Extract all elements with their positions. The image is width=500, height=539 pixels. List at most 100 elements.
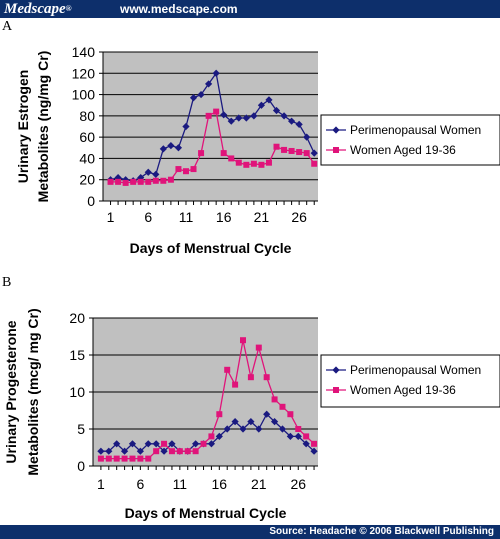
- y-tick-label: 0: [87, 193, 95, 209]
- data-point: [287, 117, 296, 125]
- x-tick-label: 21: [254, 209, 270, 225]
- data-point: [242, 114, 250, 122]
- y-tick-label: 120: [72, 65, 96, 81]
- data-point: [265, 159, 272, 166]
- data-point: [168, 448, 175, 455]
- data-point: [216, 411, 223, 418]
- data-point: [232, 381, 239, 388]
- data-point: [137, 178, 144, 185]
- data-point: [220, 150, 227, 157]
- data-point: [152, 170, 160, 178]
- data-point: [152, 177, 159, 184]
- y-tick-label: 10: [69, 384, 85, 400]
- data-point: [227, 117, 235, 125]
- data-point: [174, 144, 183, 152]
- data-point: [212, 69, 220, 77]
- medscape-header-bar: Medscape® www.medscape.com: [0, 0, 500, 18]
- data-point: [182, 122, 190, 131]
- data-point: [310, 447, 318, 455]
- data-point: [294, 432, 302, 440]
- y-tick-label: 40: [79, 150, 95, 166]
- y-axis-label: Urinary Progesterone: [3, 320, 19, 463]
- data-point: [152, 440, 160, 448]
- x-axis-label: Days of Menstrual Cycle: [125, 505, 287, 521]
- data-point: [105, 447, 113, 455]
- data-point: [113, 440, 121, 448]
- y-tick-label: 0: [77, 458, 85, 474]
- data-point: [240, 337, 246, 344]
- y-tick-label: 140: [72, 44, 96, 60]
- data-point: [153, 448, 160, 455]
- data-point: [235, 114, 243, 122]
- data-point: [113, 455, 120, 462]
- x-tick-label: 1: [97, 476, 105, 492]
- data-point: [223, 425, 231, 433]
- data-point: [189, 94, 198, 102]
- data-point: [130, 178, 137, 185]
- data-point: [97, 447, 105, 455]
- data-point: [159, 145, 167, 153]
- data-point: [198, 150, 205, 157]
- data-point: [137, 455, 144, 462]
- y-tick-label: 5: [77, 421, 85, 437]
- data-point: [250, 160, 257, 167]
- data-point: [280, 112, 288, 120]
- data-point: [192, 448, 199, 455]
- legend-marker: [333, 147, 339, 153]
- legend-marker: [333, 387, 339, 393]
- data-point: [105, 455, 112, 462]
- y-axis-label: Urinary Estrogen: [15, 70, 31, 184]
- x-tick-label: 26: [291, 209, 307, 225]
- x-tick-label: 11: [173, 476, 188, 492]
- data-point: [190, 166, 197, 173]
- data-point: [247, 374, 254, 381]
- x-tick-label: 16: [216, 209, 232, 225]
- data-point: [129, 455, 136, 462]
- data-point: [145, 455, 152, 462]
- data-point: [182, 168, 189, 175]
- legend-box: [320, 114, 500, 166]
- data-point: [272, 106, 281, 115]
- data-point: [255, 425, 263, 433]
- data-point: [311, 160, 318, 167]
- data-point: [224, 366, 231, 373]
- medscape-logo[interactable]: Medscape®: [4, 1, 72, 17]
- legend-label: Women Aged 19-36: [350, 383, 456, 397]
- data-point: [167, 176, 174, 183]
- data-point: [175, 166, 182, 173]
- data-point: [270, 418, 279, 426]
- legend-label: Perimenopausal Women: [350, 123, 481, 137]
- data-point: [257, 101, 266, 109]
- data-point: [303, 433, 310, 440]
- data-point: [228, 155, 235, 162]
- data-point: [281, 146, 288, 153]
- data-point: [311, 440, 318, 447]
- data-point: [265, 96, 273, 104]
- data-point: [184, 448, 191, 455]
- data-point: [302, 440, 310, 448]
- data-point: [145, 178, 152, 185]
- data-point: [205, 112, 212, 119]
- x-tick-label: 21: [251, 476, 267, 492]
- data-point: [144, 168, 152, 176]
- data-point: [303, 150, 310, 157]
- y-tick-label: 100: [72, 87, 96, 103]
- data-point: [207, 440, 216, 448]
- legend-box: [320, 354, 500, 408]
- data-point: [243, 161, 250, 168]
- data-point: [255, 344, 262, 351]
- x-tick-label: 16: [212, 476, 228, 492]
- data-point: [296, 149, 303, 156]
- legend-marker: [332, 366, 340, 374]
- y-tick-label: 60: [79, 129, 95, 145]
- data-point: [279, 403, 286, 410]
- site-url-link[interactable]: www.medscape.com: [120, 2, 238, 16]
- y-axis-label: Metabolites (mcg/ mg Cr): [25, 308, 41, 475]
- data-point: [239, 425, 247, 433]
- panel-label-b: B: [2, 275, 12, 290]
- data-point: [287, 411, 294, 418]
- x-tick-label: 6: [144, 209, 152, 225]
- data-point: [120, 447, 129, 455]
- x-axis-label: Days of Menstrual Cycle: [130, 240, 292, 256]
